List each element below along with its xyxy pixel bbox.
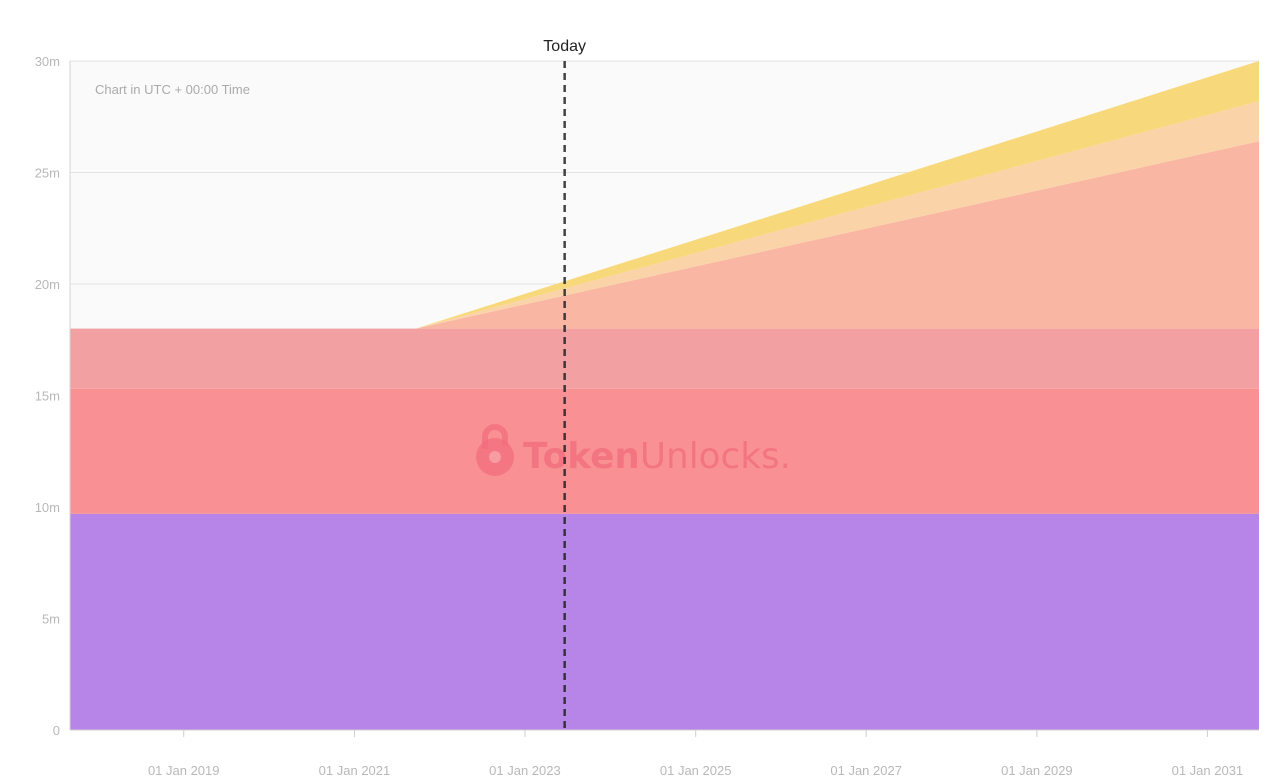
watermark-text: TokenUnlocks. xyxy=(523,436,791,477)
area-series xyxy=(70,61,1259,730)
x-tick-label: 01 Jan 2027 xyxy=(830,763,902,778)
area-series-4 xyxy=(70,141,1259,329)
y-tick-label: 15m xyxy=(35,389,60,404)
x-tick-label: 01 Jan 2019 xyxy=(148,763,220,778)
timezone-note: Chart in UTC + 00:00 Time xyxy=(95,82,250,97)
today-label: Today xyxy=(543,38,586,55)
watermark-brand-light: Unlocks. xyxy=(640,436,791,477)
area-series-1 xyxy=(70,513,1259,730)
watermark-brand-bold: Token xyxy=(523,436,640,477)
axes: 0 5m 10m 15m 20m 25m 30m 01 Jan 2019 01 Jan 2021… xyxy=(35,54,1259,778)
x-tick-label: 01 Jan 2031 xyxy=(1172,763,1244,778)
y-tick-label: 25m xyxy=(35,166,60,181)
y-tick-label: 30m xyxy=(35,54,60,69)
watermark-logo: TokenUnlocks. xyxy=(476,424,791,477)
x-tick-label: 01 Jan 2029 xyxy=(1001,763,1073,778)
y-tick-label: 20m xyxy=(35,277,60,292)
y-tick-label: 0 xyxy=(53,723,60,738)
y-tick-label: 10m xyxy=(35,500,60,515)
today-marker: Today xyxy=(543,38,586,730)
area-series-3 xyxy=(70,328,1259,389)
y-tick-label: 5m xyxy=(42,612,60,627)
x-tick-label: 01 Jan 2021 xyxy=(319,763,391,778)
area-series-2 xyxy=(70,388,1259,514)
x-tick-label: 01 Jan 2023 xyxy=(489,763,561,778)
x-tick-label: 01 Jan 2025 xyxy=(660,763,732,778)
padlock-icon xyxy=(476,424,514,476)
